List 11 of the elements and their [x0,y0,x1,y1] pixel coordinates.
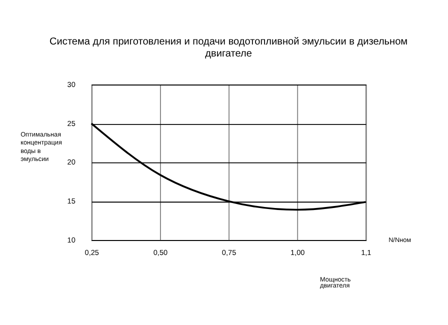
y-tick-label: 30 [67,80,76,89]
y-tick-label: 10 [67,235,76,244]
x-tick-label: 0,75 [222,248,236,258]
x-tick-label: 0,50 [153,248,168,258]
y-tick-label: 20 [67,158,76,167]
x-tick-label: 0,25 [84,248,99,258]
chart-title: Система для приготовления и подачи водотопливной эмульсии в дизельном двигателе [50,36,408,60]
x-tick-label: 1,1 [361,248,372,258]
y-tick-label: 25 [67,118,76,128]
y-tick-label: 15 [67,196,76,206]
x-tick-label: 1,00 [290,248,305,258]
